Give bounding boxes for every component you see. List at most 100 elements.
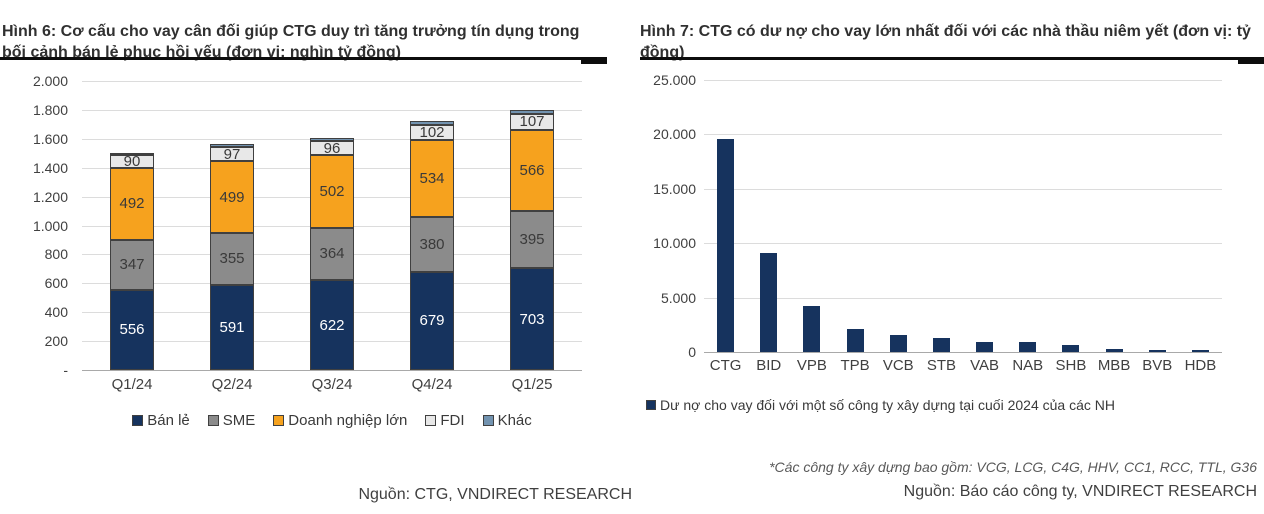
x-axis-label: SHB xyxy=(1055,357,1087,374)
chart-legend: Bán lẻ SME Doanh nghiệp lớn FDI Khác xyxy=(82,412,582,429)
bar-value-label: 499 xyxy=(219,188,245,206)
y-tick-label: 15.000 xyxy=(653,180,696,197)
bar-segment: 622 xyxy=(310,280,354,370)
bar-value-label: 90 xyxy=(123,153,141,171)
rule-line xyxy=(0,57,607,60)
x-axis-label: MBB xyxy=(1097,357,1131,374)
legend-item: SME xyxy=(207,412,256,429)
bar xyxy=(1019,342,1037,352)
bar-value-label: 591 xyxy=(219,318,245,336)
x-axis-label: Q1/24 xyxy=(111,376,153,393)
bar-segment: 556 xyxy=(110,289,154,370)
legend-swatch xyxy=(207,415,219,426)
legend-label: Doanh nghiệp lớn xyxy=(288,412,408,429)
x-axis-label: VCB xyxy=(882,357,914,374)
bar-segment: 355 xyxy=(210,233,254,285)
bar-value-label: 96 xyxy=(323,139,341,157)
legend-swatch xyxy=(482,415,494,426)
bar xyxy=(1148,350,1166,352)
bar-segment xyxy=(110,152,154,156)
figure7-title-rule xyxy=(640,57,1264,64)
gridline-h xyxy=(82,312,582,314)
bar-segment: 97 xyxy=(210,145,254,163)
bar-segment xyxy=(310,138,354,142)
x-axis-label: VAB xyxy=(970,357,1000,374)
bar xyxy=(717,138,735,352)
legend-swatch xyxy=(425,415,437,426)
bar-value-label: 380 xyxy=(419,235,445,253)
bar-segment: 90 xyxy=(110,153,154,171)
x-axis-label: TPB xyxy=(840,357,870,374)
y-tick-label: 5.000 xyxy=(660,289,696,306)
x-axis-line xyxy=(704,352,1222,353)
legend-item: Dư nợ cho vay đối với một số công ty xây… xyxy=(646,397,1115,413)
bar xyxy=(976,341,994,352)
gridline-h xyxy=(82,341,582,343)
gridline-h xyxy=(704,80,1222,81)
bar xyxy=(1062,345,1080,352)
y-tick-label: 400 xyxy=(44,304,68,321)
y-tick-label: 1.400 xyxy=(32,159,68,176)
gridline-h xyxy=(82,109,582,111)
bar-value-label: 364 xyxy=(319,245,345,263)
legend-label: SME xyxy=(222,412,256,429)
y-tick-label: 10.000 xyxy=(653,235,696,252)
bar-segment: 347 xyxy=(110,239,154,290)
bar-value-label: 703 xyxy=(519,310,545,328)
bar-segment: 502 xyxy=(310,154,354,228)
bar xyxy=(889,334,907,352)
bar-value-label: 622 xyxy=(319,316,345,334)
legend-swatch xyxy=(273,415,285,426)
bar-segment: 566 xyxy=(510,129,554,212)
bar-segment: 395 xyxy=(510,211,554,269)
bar-segment: 107 xyxy=(510,113,554,131)
bar-segment xyxy=(510,110,554,115)
gridline-h xyxy=(704,243,1222,245)
y-tick-label: 0 xyxy=(688,344,696,360)
gridline-h xyxy=(704,134,1222,136)
x-axis-label: STB xyxy=(926,357,956,374)
bar-value-label: 107 xyxy=(519,113,545,131)
bar-value-label: 679 xyxy=(419,312,445,330)
bar-segment: 380 xyxy=(410,216,454,272)
bar-segment: 679 xyxy=(410,271,454,370)
gridline-h xyxy=(82,254,582,256)
legend-swatch xyxy=(646,400,656,410)
chart-legend: Dư nợ cho vay đối với một số công ty xây… xyxy=(646,397,1115,413)
bar-segment xyxy=(210,144,254,148)
bar-value-label: 102 xyxy=(419,123,445,141)
bar-value-label: 97 xyxy=(223,145,241,163)
y-tick-label: 25.000 xyxy=(653,72,696,88)
bar-segment: 703 xyxy=(510,268,554,370)
legend-item: FDI xyxy=(425,412,465,429)
bar-segment xyxy=(410,121,454,126)
bar-segment: 364 xyxy=(310,227,354,281)
gridline-h xyxy=(704,297,1222,299)
legend-label: Khác xyxy=(497,412,532,429)
y-tick-label: 1.200 xyxy=(32,188,68,205)
figure7-title: Hình 7: CTG có dư nợ cho vay lớn nhất đố… xyxy=(640,23,1251,61)
gridline-h xyxy=(82,138,582,140)
legend-item: Bán lẻ xyxy=(132,412,190,429)
y-tick-label: 20.000 xyxy=(653,126,696,143)
gridline-h xyxy=(704,188,1222,190)
legend-label: FDI xyxy=(440,412,465,429)
bar-value-label: 566 xyxy=(519,161,545,179)
bar xyxy=(803,306,821,352)
x-axis-label: HDB xyxy=(1184,357,1217,374)
x-axis-label: Q2/24 xyxy=(211,376,253,393)
y-tick-label: - xyxy=(63,362,68,378)
y-tick-label: 1.000 xyxy=(32,217,68,234)
legend-item: Doanh nghiệp lớn xyxy=(273,412,407,429)
gridline-h xyxy=(82,81,582,82)
bar xyxy=(932,337,950,352)
y-tick-label: 2.000 xyxy=(32,73,68,89)
bar-value-label: 347 xyxy=(119,256,145,274)
y-tick-label: 600 xyxy=(44,275,68,292)
bar-value-label: 534 xyxy=(419,169,445,187)
bar xyxy=(846,329,864,352)
rule-end-block xyxy=(1238,57,1264,64)
bar-segment: 499 xyxy=(210,161,254,234)
gridline-h xyxy=(82,167,582,169)
